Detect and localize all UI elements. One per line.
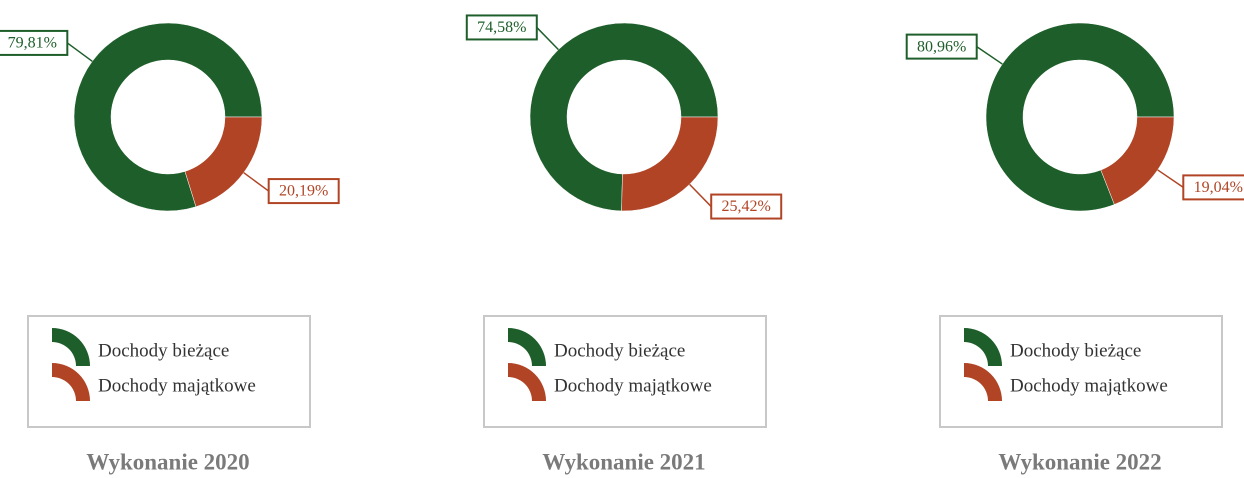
value-label-box — [465, 14, 538, 41]
leader-line — [1157, 169, 1184, 189]
value-label: 79,81% — [8, 35, 57, 52]
legend-swatch — [964, 363, 1002, 401]
value-label: 80,96% — [917, 38, 966, 55]
chart-title: Wykonanie 2020 — [86, 449, 249, 474]
value-label: 20,19% — [279, 183, 328, 200]
legend-swatch — [52, 328, 90, 366]
donut-segment — [1100, 116, 1175, 205]
donut-segment — [621, 116, 719, 212]
legend-label: Dochody majątkowe — [554, 375, 712, 396]
legend-swatch — [508, 328, 546, 366]
leader-line — [689, 183, 712, 208]
legend-label: Dochody bieżące — [98, 340, 229, 361]
legend-swatch — [508, 363, 546, 401]
leader-line — [976, 45, 1003, 65]
value-label: 19,04% — [1194, 179, 1243, 196]
legend-label: Dochody bieżące — [554, 340, 685, 361]
leader-line — [536, 26, 559, 51]
value-label: 74,58% — [477, 19, 526, 36]
value-label-box — [905, 33, 978, 60]
legend-box — [483, 315, 767, 428]
leader-line — [243, 172, 270, 192]
donut-segment — [73, 22, 263, 212]
donut-segment — [184, 116, 263, 208]
value-label-box — [267, 178, 340, 205]
value-label-box — [1182, 174, 1244, 201]
chart-title: Wykonanie 2021 — [542, 449, 705, 474]
legend-swatch — [52, 363, 90, 401]
legend-label: Dochody majątkowe — [98, 375, 256, 396]
leader-line — [66, 42, 93, 62]
chart-title: Wykonanie 2022 — [998, 449, 1161, 474]
legend-label: Dochody bieżące — [1010, 340, 1141, 361]
value-label-box — [710, 193, 783, 220]
donut-segment — [529, 22, 719, 212]
legend-swatch — [964, 328, 1002, 366]
value-label-box — [0, 29, 69, 56]
legend-box — [27, 315, 311, 428]
donut-segment — [985, 22, 1175, 212]
value-label: 25,42% — [722, 198, 771, 215]
legend-label: Dochody majątkowe — [1010, 375, 1168, 396]
